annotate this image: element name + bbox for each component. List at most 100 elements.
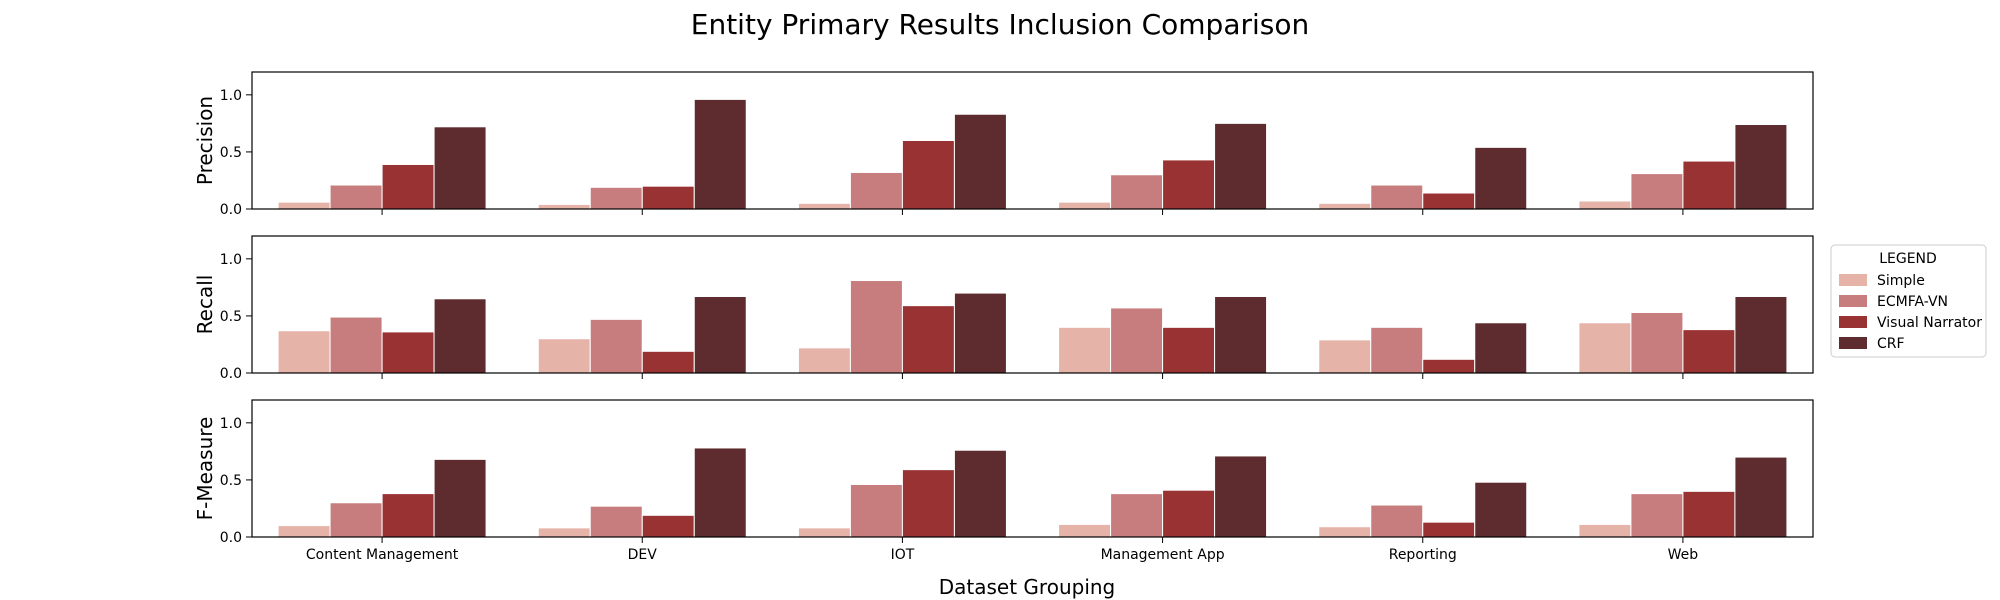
bar <box>433 298 487 374</box>
bar <box>1578 322 1632 374</box>
bar <box>1214 296 1268 374</box>
bar <box>693 447 747 538</box>
y-tick-label: 0.0 <box>220 530 242 546</box>
bar <box>1370 326 1424 374</box>
bar <box>1058 523 1112 538</box>
legend-item-label: ECMFA-VN <box>1877 294 1948 310</box>
bar <box>1162 489 1216 538</box>
bar <box>1422 358 1476 374</box>
legend-item-label: Visual Narrator <box>1877 315 1982 331</box>
bar <box>1162 159 1216 210</box>
panel-f-measure: Content Management DEV IOT Management App Re… <box>193 399 1814 563</box>
bar <box>1474 146 1528 210</box>
bar <box>1370 184 1424 210</box>
y-tick-label: 1.0 <box>220 416 242 432</box>
x-tick-label: Management App <box>1101 547 1225 563</box>
bar <box>589 318 643 374</box>
bar <box>1110 174 1164 210</box>
bar <box>277 201 331 210</box>
bar <box>277 330 331 374</box>
x-axis-label: Dataset Grouping <box>939 575 1116 599</box>
legend: LEGEND Simple ECMFA-VN Visual Narrator CRF <box>1830 244 1987 358</box>
y-tick-label: 0.5 <box>220 473 242 489</box>
bar <box>901 469 955 538</box>
bar <box>1318 526 1372 538</box>
y-tick-label: 0.5 <box>220 309 242 325</box>
legend-swatch <box>1839 316 1867 328</box>
bar <box>329 316 383 374</box>
bar <box>381 331 435 374</box>
bar <box>381 163 435 210</box>
bar <box>641 350 695 374</box>
bar <box>901 305 955 374</box>
bar <box>433 458 487 538</box>
bar <box>1734 124 1788 210</box>
panel-frame <box>251 71 1814 210</box>
bar <box>1058 201 1112 210</box>
bar <box>277 525 331 538</box>
bar <box>537 203 591 210</box>
bar <box>641 514 695 538</box>
bar <box>1682 329 1736 374</box>
bar <box>1370 504 1424 538</box>
y-axis-label: Recall <box>193 275 217 335</box>
bar <box>1110 493 1164 538</box>
x-tick-label: Content Management <box>306 547 459 563</box>
bar <box>1318 339 1372 374</box>
bar <box>1110 307 1164 374</box>
bar <box>1474 322 1528 374</box>
bar <box>1214 122 1268 210</box>
bar <box>1578 523 1632 538</box>
y-tick-label: 1.0 <box>220 252 242 268</box>
y-tick-label: 0.0 <box>220 366 242 382</box>
bar <box>329 502 383 538</box>
legend-title: LEGEND <box>1879 251 1937 267</box>
bar <box>381 493 435 538</box>
panel-frame <box>251 235 1814 374</box>
bar <box>1058 326 1112 374</box>
bar <box>797 347 851 374</box>
legend-swatch <box>1839 295 1867 307</box>
legend-item-label: Simple <box>1877 273 1925 289</box>
bar <box>797 202 851 210</box>
y-axis-label: F-Measure <box>193 417 217 521</box>
bar <box>1630 173 1684 210</box>
x-tick-label: Web <box>1668 547 1699 563</box>
bar <box>1630 311 1684 374</box>
chart-panels: 0.00.51.0Precision0.00.51.0RecallContent… <box>193 71 1814 563</box>
x-tick-label: Reporting <box>1389 547 1457 563</box>
legend-swatch <box>1839 337 1867 349</box>
y-tick-label: 1.0 <box>220 88 242 104</box>
bar <box>1318 202 1372 210</box>
x-tick-label: IOT <box>891 547 915 563</box>
bar <box>849 280 903 374</box>
bar <box>433 126 487 210</box>
bar <box>901 140 955 210</box>
bar <box>693 98 747 210</box>
bar <box>1162 326 1216 374</box>
bar <box>693 296 747 374</box>
bar <box>641 185 695 210</box>
bar <box>1734 296 1788 374</box>
x-tick-label: DEV <box>628 547 658 563</box>
chart-title: Entity Primary Results Inclusion Compari… <box>691 8 1309 41</box>
bar <box>1474 481 1528 538</box>
bar <box>1422 192 1476 210</box>
bar <box>537 527 591 538</box>
bar <box>1214 455 1268 538</box>
legend-swatch <box>1839 274 1867 286</box>
bar <box>953 113 1007 210</box>
bar <box>589 186 643 210</box>
bar <box>797 527 851 538</box>
bar <box>589 505 643 538</box>
bar <box>1682 160 1736 210</box>
bar <box>953 292 1007 374</box>
bar <box>1734 456 1788 538</box>
bar <box>849 171 903 210</box>
bar <box>1682 490 1736 538</box>
bar <box>537 338 591 374</box>
bar <box>329 184 383 210</box>
